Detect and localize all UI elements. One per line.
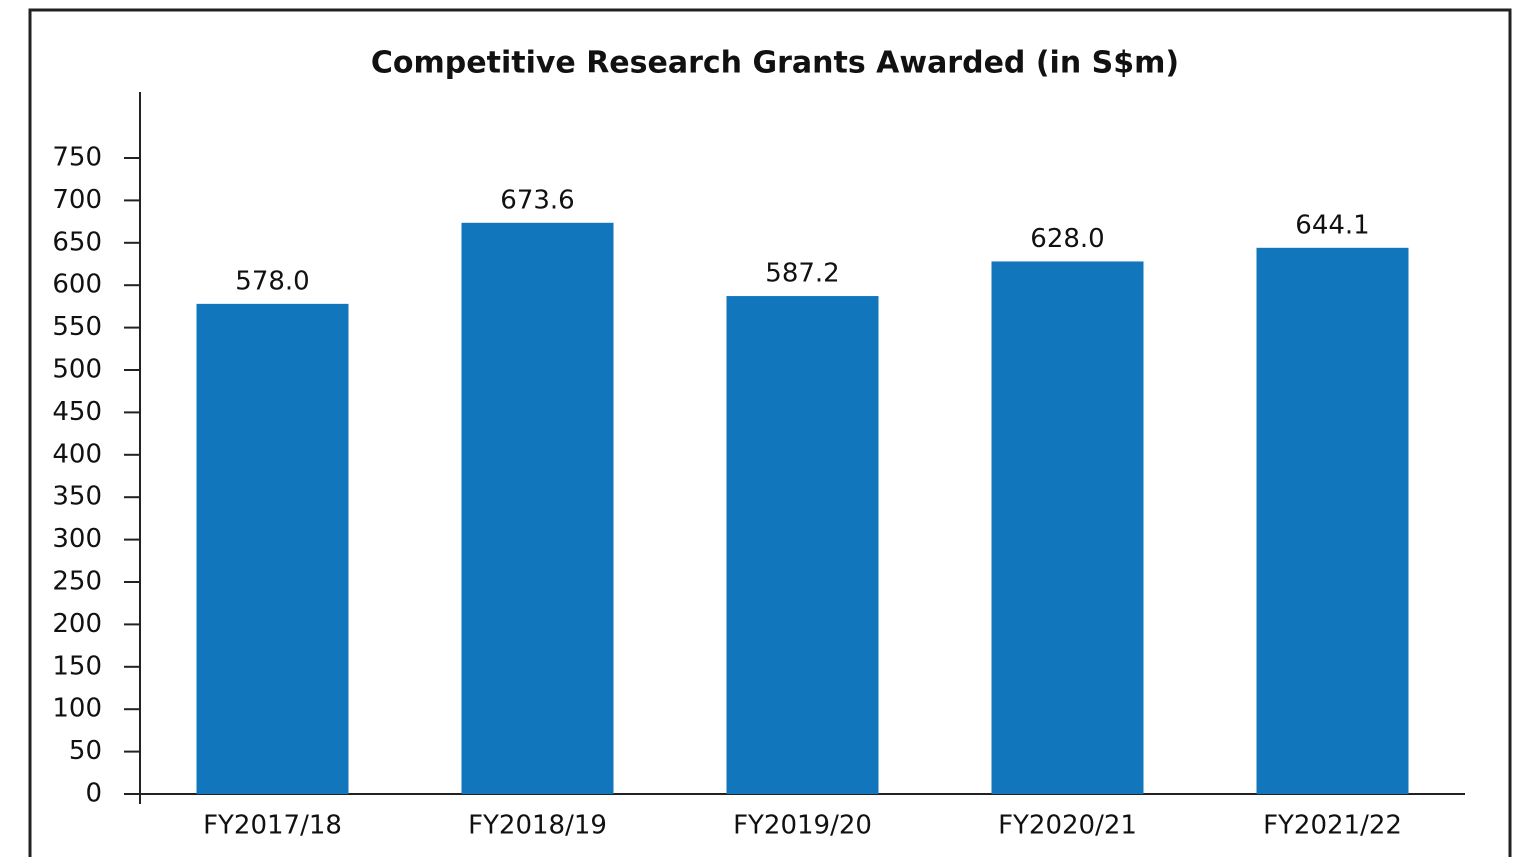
y-tick-label: 600 — [52, 270, 102, 300]
frame — [28, 8, 1512, 857]
x-tick-label: FY2021/22 — [1263, 811, 1402, 841]
bar — [196, 303, 349, 794]
y-tick-label: 300 — [52, 524, 102, 554]
y-tick-label: 400 — [52, 439, 102, 469]
bar — [1256, 247, 1409, 794]
y-tick-label: 250 — [52, 567, 102, 597]
y-tick-label: 550 — [52, 312, 102, 342]
bar — [991, 261, 1144, 794]
y-tick-label: 350 — [52, 482, 102, 512]
bar — [726, 296, 879, 794]
y-tick-label: 500 — [52, 355, 102, 385]
value-label: 578.0 — [235, 266, 309, 296]
y-tick-label: 700 — [52, 185, 102, 215]
y-tick-label: 450 — [52, 397, 102, 427]
y-tick-label: 650 — [52, 227, 102, 257]
x-tick-label: FY2018/19 — [468, 811, 607, 841]
y-tick-label: 50 — [69, 736, 102, 766]
value-label: 628.0 — [1030, 224, 1104, 254]
y-tick-label: 150 — [52, 651, 102, 681]
y-tick-label: 750 — [52, 143, 102, 173]
value-label: 644.1 — [1295, 210, 1369, 240]
x-tick-label: FY2017/18 — [203, 811, 342, 841]
x-tick-label: FY2019/20 — [733, 811, 872, 841]
y-tick-label: 200 — [52, 609, 102, 639]
value-label: 673.6 — [500, 185, 574, 215]
chart-title: Competitive Research Grants Awarded (in … — [371, 46, 1179, 81]
x-tick-label: FY2020/21 — [998, 811, 1137, 841]
bar — [461, 222, 614, 794]
value-label: 587.2 — [765, 259, 839, 289]
y-tick-label: 0 — [85, 779, 102, 809]
y-tick-label: 100 — [52, 694, 102, 724]
